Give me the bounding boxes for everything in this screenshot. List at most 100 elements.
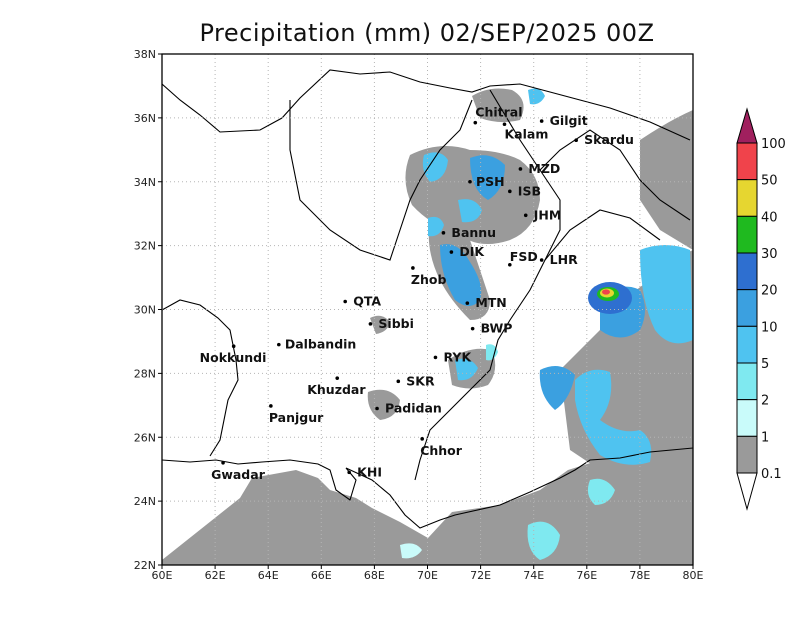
city-dot <box>221 461 225 465</box>
colorbar-label: 2 <box>761 394 769 409</box>
city-label: Khuzdar <box>307 382 366 397</box>
x-tick-label: 78E <box>629 569 650 582</box>
colorbar-bin <box>736 142 758 181</box>
colorbar-label: 1 <box>761 430 769 445</box>
x-tick-label: 74E <box>523 569 544 582</box>
x-tick-label: 66E <box>311 569 332 582</box>
city-label: RYK <box>443 349 472 364</box>
axes: 60E 62E 64E 66E 68E 70E 72E 74E 76E 78E 80E 22N 24N 2… <box>134 48 704 582</box>
y-tick-label: 22N <box>134 559 156 572</box>
y-tick-label: 26N <box>134 431 156 444</box>
y-tick-label: 36N <box>134 112 156 125</box>
y-tick-label: 32N <box>134 240 156 253</box>
city-dot <box>277 342 281 347</box>
y-tick-label: 30N <box>134 304 156 317</box>
x-tick-label: 70E <box>417 569 438 582</box>
padidan-precip-grey <box>367 389 400 420</box>
x-tick-label: 68E <box>364 569 385 582</box>
colorbar-bin <box>736 179 758 217</box>
x-tick-label: 62E <box>205 569 226 582</box>
punjab-border <box>544 209 661 261</box>
city-label: DIK <box>459 244 485 259</box>
city-dot <box>411 266 415 270</box>
city-label: SKR <box>406 373 435 388</box>
city-dot <box>473 120 478 125</box>
northern-border <box>162 69 691 141</box>
bannu-precip-cyan <box>428 216 444 237</box>
coast-precip-light <box>400 543 422 559</box>
colorbar-bin <box>736 435 758 474</box>
colorbar: 0.1 1 2 5 10 20 30 40 50 100 <box>736 107 786 511</box>
psh-precip-blue <box>470 155 505 200</box>
colorbar-bin <box>736 215 758 254</box>
gilgit-precip-cyan <box>528 88 545 105</box>
city-label: MZD <box>528 161 560 176</box>
sibbi-precip-grey <box>370 315 390 334</box>
x-tick-label: 72E <box>470 569 491 582</box>
india-precip-cyan <box>575 369 652 465</box>
colorbar-label: 10 <box>761 320 778 335</box>
city-label: Panjgur <box>269 410 324 425</box>
colorbar-label: 5 <box>761 357 769 372</box>
city-dot <box>375 406 379 411</box>
city-dot <box>347 470 351 475</box>
colorbar-label: 40 <box>761 210 778 225</box>
city-dot <box>433 355 438 360</box>
city-label: Gilgit <box>550 113 588 128</box>
y-tick-label: 28N <box>134 367 156 380</box>
india-precip-cyan-east <box>640 245 693 344</box>
city-label: LHR <box>550 252 578 267</box>
city-label: Kalam <box>504 126 548 141</box>
city-dot <box>269 404 273 408</box>
coastline <box>162 447 693 529</box>
precip-field-moderate <box>400 88 693 560</box>
x-tick-label: 64E <box>258 569 279 582</box>
city-dot <box>449 250 454 254</box>
india-precip-blue-west <box>539 366 575 410</box>
city-label: Chitral <box>475 105 522 120</box>
city-dot <box>518 167 523 171</box>
city-dot <box>539 258 544 262</box>
afghan-pak-border <box>289 99 473 261</box>
cell-50mm <box>602 289 610 295</box>
city-dot <box>231 344 236 349</box>
city-label: BWP <box>481 321 513 336</box>
city-dot <box>468 179 472 184</box>
city-dot <box>441 231 446 235</box>
city-label: Bannu <box>451 225 496 240</box>
city-label: KHI <box>357 464 382 479</box>
colorbar-label: 50 <box>761 174 778 189</box>
city-label: JHM <box>533 207 562 222</box>
kashmir-precip-grey <box>640 110 693 250</box>
city-label: Sibbi <box>378 316 413 331</box>
india-pak-border <box>414 89 561 481</box>
city-label: Nokkundi <box>200 350 267 365</box>
x-tick-label: 80E <box>683 569 704 582</box>
city-dot <box>396 379 401 384</box>
city-dot <box>343 299 347 304</box>
north-precip-cyan-2 <box>458 199 482 223</box>
city-label: Padidan <box>385 401 442 416</box>
city-label: PSH <box>476 174 505 189</box>
city-dot <box>508 189 512 194</box>
y-tick-label: 24N <box>134 495 156 508</box>
x-tick-label: 60E <box>152 569 173 582</box>
city-label: FSD <box>510 249 538 264</box>
city-dot <box>335 376 340 380</box>
city-label: Zhob <box>411 272 447 287</box>
colorbar-bin <box>736 399 758 437</box>
y-tick-label: 34N <box>134 176 156 189</box>
arabian-sea-precip <box>162 440 693 565</box>
chitral-precip-grey <box>472 88 524 123</box>
colorbar-label: 100 <box>761 137 786 152</box>
x-tick-label: 76E <box>576 569 597 582</box>
city-dot <box>574 138 578 143</box>
city-dot <box>523 213 528 218</box>
city-label: ISB <box>518 183 541 198</box>
city-dot <box>420 437 424 441</box>
kashmir-border <box>539 129 691 221</box>
colorbar-label: 20 <box>761 284 778 299</box>
dik-precip-blue <box>440 244 482 306</box>
